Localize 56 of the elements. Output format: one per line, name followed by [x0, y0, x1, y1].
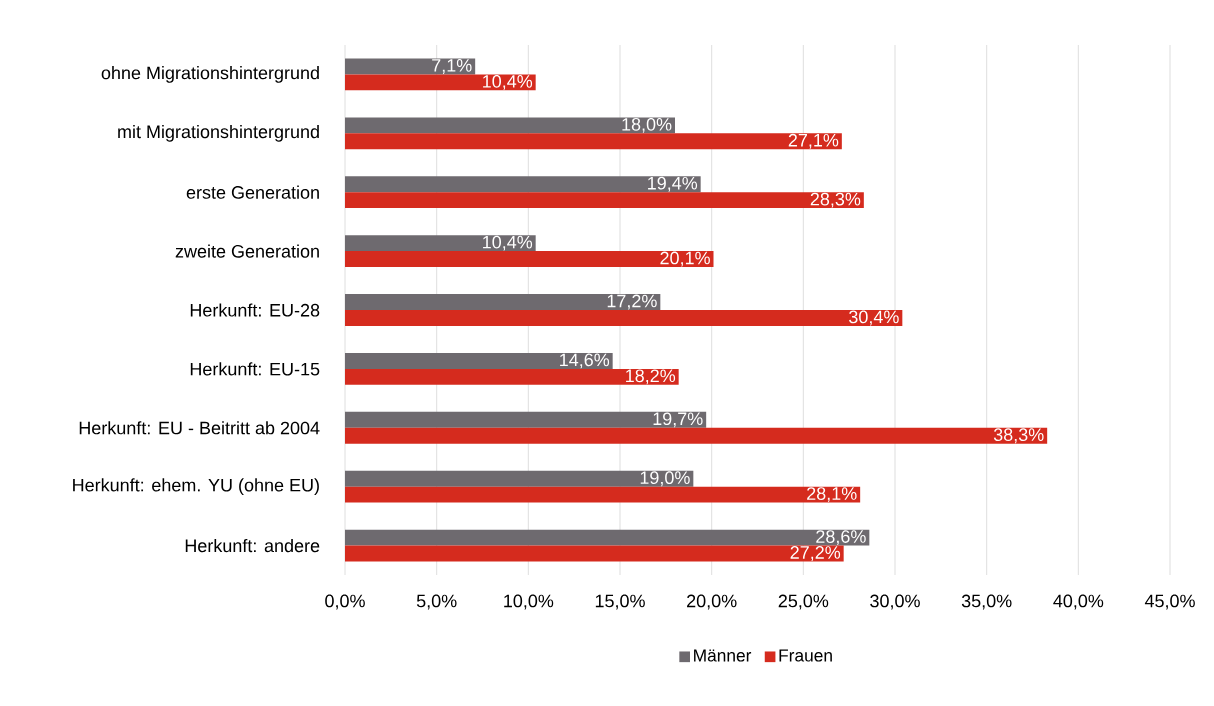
bar	[345, 411, 707, 428]
x-tick-label: 35,0%	[961, 594, 1012, 610]
y-tick-label: mit Migrationshintergrund	[118, 124, 319, 142]
data-label: 19,7%	[653, 412, 703, 428]
x-tick-label: 15,0%	[595, 594, 645, 610]
data-label: 18,0%	[622, 117, 672, 133]
bar	[345, 545, 844, 562]
data-label: 10,4%	[483, 74, 533, 90]
bar	[345, 235, 536, 252]
data-label: 28,6%	[816, 530, 866, 546]
data-label: 18,2%	[626, 369, 676, 385]
x-tick-label: 20,0%	[687, 594, 737, 610]
data-label: 7,1%	[432, 59, 472, 74]
legend-label: Frauen	[779, 649, 832, 662]
data-label: 28,1%	[807, 487, 857, 503]
bar	[345, 117, 675, 134]
y-tick-label: erste Generation	[186, 185, 319, 199]
bar	[345, 470, 694, 487]
bar	[345, 294, 661, 310]
data-label: 14,6%	[560, 353, 610, 369]
x-tick-label: 0,0%	[325, 594, 365, 610]
x-tick-label: 10,0%	[504, 594, 554, 610]
bar	[345, 427, 1048, 444]
bar	[345, 352, 613, 369]
y-tick-label: Herkunft: ehem. YU (ohne EU)	[73, 478, 319, 496]
bar	[345, 486, 861, 503]
data-label: 17,2%	[607, 294, 657, 310]
bar	[345, 192, 864, 209]
bar	[345, 74, 536, 91]
data-label: 20,1%	[660, 251, 710, 267]
y-tick-label: Herkunft: EU - Beitritt ab 2004	[79, 421, 320, 435]
y-tick-label: ohne Migrationshintergrund	[101, 66, 319, 83]
bar	[345, 251, 714, 268]
y-tick-label: Herkunft: EU-15	[190, 362, 320, 376]
data-label: 10,4%	[483, 235, 533, 251]
bar	[345, 310, 903, 326]
y-tick-label: Herkunft: EU-28	[190, 303, 320, 317]
data-label: 28,3%	[810, 192, 861, 208]
legend-label: Männer	[694, 649, 752, 662]
data-label: 19,4%	[648, 176, 698, 192]
x-tick-label: 40,0%	[1053, 594, 1104, 610]
y-tick-label: Herkunft: andere	[185, 538, 320, 553]
data-label: 38,3%	[993, 428, 1044, 444]
x-tick-label: 30,0%	[870, 594, 920, 610]
bar	[345, 176, 701, 193]
x-tick-label: 5,0%	[416, 594, 457, 610]
data-label: 27,1%	[788, 133, 839, 149]
y-tick-label: zweite Generation	[175, 244, 319, 258]
bar	[345, 529, 870, 546]
data-label: 27,2%	[790, 546, 841, 561]
data-label: 19,0%	[640, 471, 690, 487]
bar	[345, 368, 679, 385]
x-tick-label: 25,0%	[778, 594, 829, 610]
data-label: 30,4%	[849, 310, 899, 326]
bar	[345, 133, 842, 150]
x-tick-label: 45,0%	[1144, 594, 1195, 610]
